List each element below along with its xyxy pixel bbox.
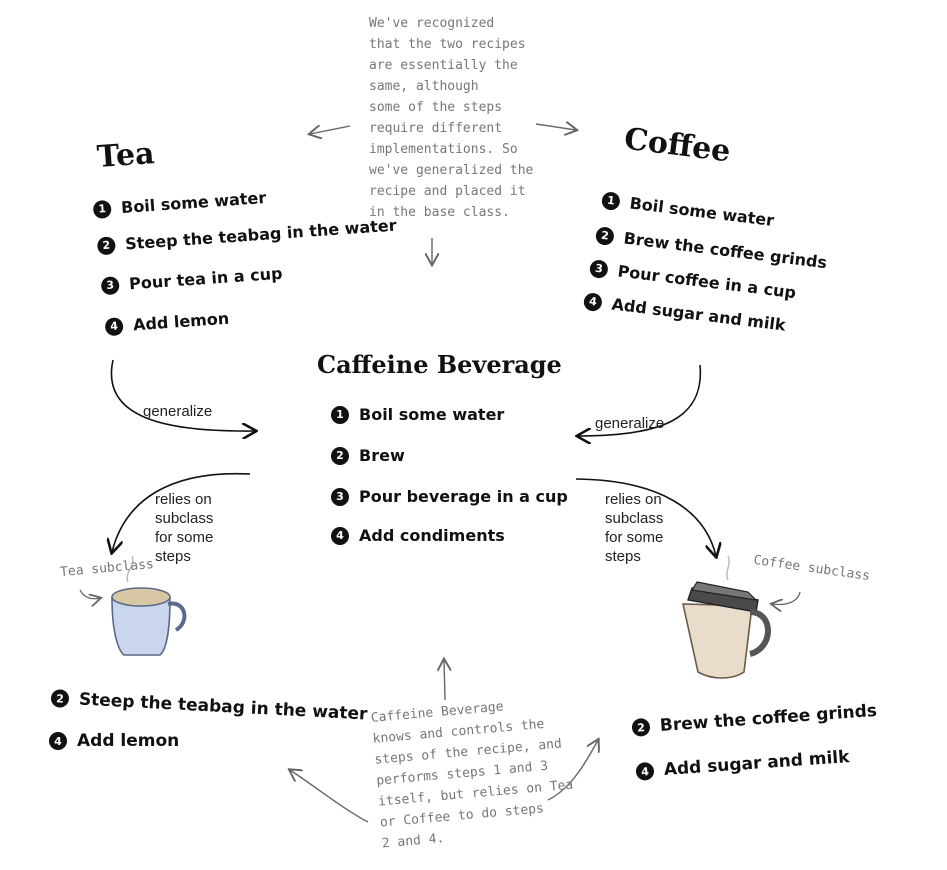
caffeine-step: 3 Pour beverage in a cup: [331, 487, 568, 506]
step-text: Add condiments: [359, 526, 505, 545]
arrow-icon: [772, 591, 801, 605]
step-number: 4: [49, 732, 67, 750]
step-number: 2: [594, 225, 615, 246]
arrow-icon: [578, 364, 702, 436]
step-number: 2: [331, 446, 349, 465]
arrow-icon: [535, 124, 576, 130]
coffee-travel-mug-icon: [681, 555, 771, 679]
arrow-icon: [547, 740, 598, 801]
relies-on-label: relies on subclass for some steps: [605, 491, 664, 565]
step-number: 2: [631, 717, 651, 737]
step-number: 3: [100, 275, 120, 295]
caffeine-step: 4 Add condiments: [331, 526, 505, 545]
generalize-label: generalize: [143, 403, 213, 420]
generalize-label: generalize: [595, 415, 665, 432]
step-text: Boil some water: [359, 405, 505, 424]
arrow-icon: [310, 126, 351, 134]
arrow-icon: [444, 660, 445, 701]
step-text: Brew: [359, 446, 405, 465]
step-number: 1: [600, 190, 621, 211]
relies-on-label: relies on subclass for some steps: [155, 491, 214, 565]
arrow-icon: [110, 359, 255, 431]
arrow-icon: [79, 589, 100, 599]
step-number: 1: [331, 405, 349, 424]
step-number: 1: [92, 199, 112, 219]
step-text: Add lemon: [77, 731, 180, 751]
step-number: 2: [96, 235, 116, 255]
note-top: We've recognized that the two recipes ar…: [369, 16, 534, 220]
step-text: Pour beverage in a cup: [359, 487, 568, 506]
caffeine-title: Caffeine Beverage: [317, 350, 562, 379]
step-number: 4: [635, 761, 655, 781]
note-bottom: Caffeine Beverage knows and controls the…: [370, 699, 574, 852]
arrow-icon: [575, 478, 716, 556]
arrow-icon: [112, 472, 251, 552]
step-number: 3: [588, 258, 609, 279]
caffeine-step: 2 Brew: [331, 446, 405, 465]
arrow-icon: [290, 770, 369, 823]
tea-mug-icon: [111, 555, 187, 656]
step-number: 3: [331, 487, 349, 506]
tea-subclass-step: 4 Add lemon: [49, 731, 179, 751]
caffeine-step: 1 Boil some water: [331, 405, 504, 424]
step-number: 4: [582, 291, 603, 312]
tea-title: Tea: [95, 136, 156, 175]
step-number: 4: [104, 316, 124, 336]
step-number: 4: [331, 526, 349, 545]
step-number: 2: [50, 689, 70, 708]
